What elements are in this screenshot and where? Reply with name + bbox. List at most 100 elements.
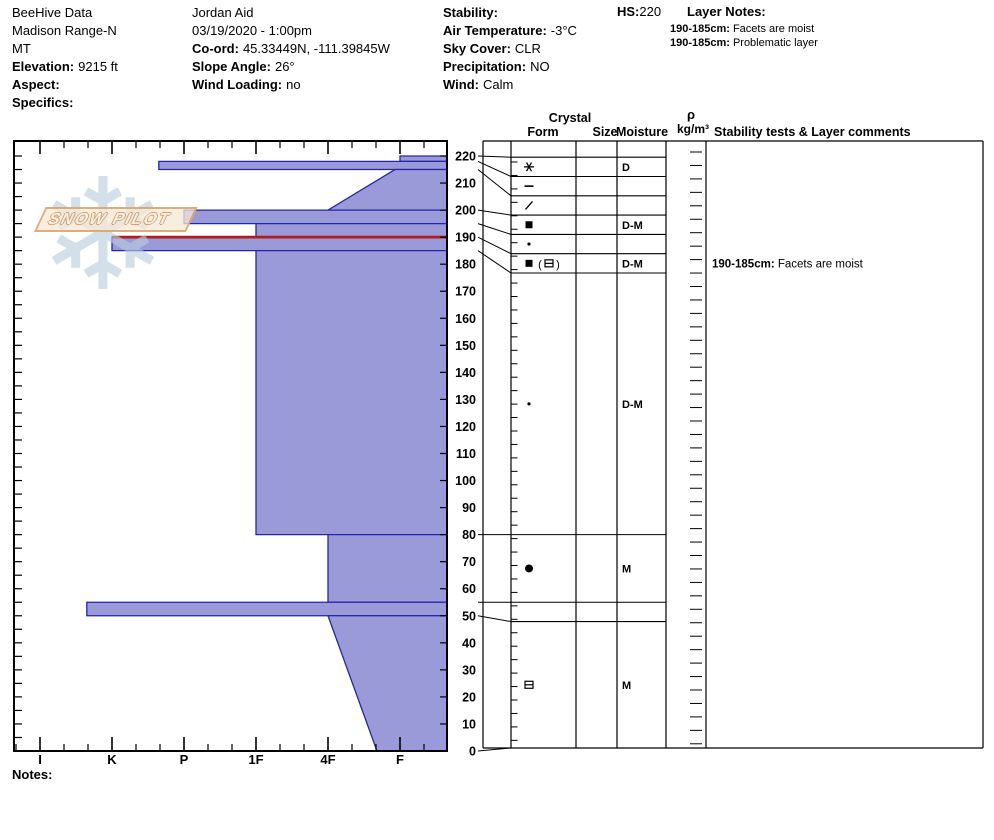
header-field: Wind: Calm (443, 76, 577, 94)
layer-note: 190-185cm: Facets are moist (670, 23, 818, 37)
hs-value: 220 (639, 4, 662, 19)
rounded-grains-dot-icon (527, 242, 531, 246)
layer-bar-80-55cm (327, 533, 448, 603)
depth-axis-label: 200 (455, 204, 476, 218)
size-header: Size (592, 125, 617, 139)
header-field-label: Slope Angle: (192, 59, 271, 74)
header-field-label: Wind Loading: (192, 77, 283, 92)
layer-leader-line (477, 747, 512, 752)
header-field-value: MT (12, 41, 31, 56)
layer-bar-215-200cm (325, 168, 448, 211)
moisture-value: M (622, 680, 631, 692)
form-header: Form (527, 125, 558, 139)
depth-axis-label: 90 (462, 501, 476, 515)
header-field-value: NO (530, 59, 550, 74)
layer-bar-200-195cm (183, 209, 448, 225)
layer-bar-185-80cm (255, 250, 448, 536)
hardness-axis-label: F (396, 752, 404, 767)
header-field: Wind Loading: no (192, 76, 390, 94)
header-field-value: -3°C (550, 23, 577, 38)
header-field-label: Aspect: (12, 77, 60, 92)
paren: ) (556, 259, 560, 271)
depth-axis-label: 10 (462, 717, 476, 731)
layer-comment: 190-185cm: Facets are moist (712, 258, 864, 270)
layer-leader-line (477, 223, 512, 235)
layer-bar-220-218cm (399, 155, 448, 163)
precipitation-particles-star-icon (525, 162, 533, 172)
header-field-value: Calm (482, 77, 514, 92)
layer-leader-line (477, 160, 512, 177)
layer-note-text: Problematic layer (732, 36, 818, 49)
depth-axis-label: 60 (462, 582, 476, 596)
layer-note-depth: 190-185cm: (670, 36, 730, 49)
layer-leader-line (477, 615, 512, 623)
layer-bar-55-50cm (86, 601, 448, 617)
layer-note-text: Facets are moist (732, 23, 815, 35)
layer-leader-line (477, 209, 512, 216)
header-pit-location: BeeHive Data Madison Range-N MT Elevation: 9… (12, 4, 118, 112)
depth-axis-label: 70 (462, 555, 476, 569)
header-field: Sky Cover: CLR (443, 40, 577, 58)
rounded-grains-dot-icon (527, 402, 531, 406)
header-field-value: 9215 ft (78, 59, 118, 74)
header-field-label: Precipitation: (443, 59, 527, 74)
header-field: Precipitation: NO (443, 58, 577, 76)
header-field-value: 26° (274, 59, 295, 74)
header-field-value: BeeHive Data (12, 5, 93, 20)
depth-axis-label: 130 (455, 393, 476, 407)
header-field: BeeHive Data (12, 4, 118, 22)
faceted-crystals-filled-square-icon (525, 259, 533, 267)
hardness-axis-label: 1F (248, 752, 263, 767)
header-observer-info: Jordan Aid 03/19/2020 - 1:00pm Co-ord: 45.3… (192, 4, 390, 94)
density-header: ρ (687, 107, 695, 122)
depth-axis-label: 150 (455, 339, 476, 353)
density-units-header: kg/m³ (677, 122, 709, 136)
depth-axis-label: 40 (462, 636, 476, 650)
layer-leader-line (477, 236, 512, 255)
hs-label: HS: (617, 4, 640, 19)
layer-leader-line (477, 155, 512, 158)
crystal-header: Crystal (549, 111, 591, 125)
header-field-label: Specifics: (12, 95, 74, 110)
depth-axis-label: 180 (455, 258, 476, 272)
header-field: 03/19/2020 - 1:00pm (192, 22, 390, 40)
header-weather-info: Stability: Air Temperature: -3°C Sky Cover:… (443, 4, 577, 94)
layer-leader-line (477, 250, 512, 274)
header-field-value: 45.33449N, -111.39845W (242, 41, 390, 56)
depth-axis-label: 190 (455, 231, 476, 245)
header-field: Air Temperature: -3°C (443, 22, 577, 40)
header-field-value: 03/19/2020 - 1:00pm (192, 23, 312, 38)
header-field-value: CLR (514, 41, 541, 56)
header-field-label: Elevation: (12, 59, 75, 74)
layer-notes-list: 190-185cm: Facets are moist 190-185cm: Prob… (670, 23, 818, 50)
header-field-value: no (286, 77, 301, 92)
depth-axis-label: 110 (456, 447, 476, 461)
depth-axis-label: 210 (455, 177, 476, 191)
hardness-axis-label: 4F (320, 752, 335, 767)
melt-forms-filled-circle-icon (525, 564, 533, 573)
header-field: Madison Range-N (12, 22, 118, 40)
faceted-crystals-filled-square-icon (525, 221, 533, 229)
header-field-value: Madison Range-N (12, 23, 117, 38)
header-field: Specifics: (12, 94, 118, 112)
header-field: Elevation: 9215 ft (12, 58, 118, 76)
comments-header: Stability tests & Layer comments (714, 125, 911, 139)
moisture-value: D-M (622, 258, 643, 270)
moisture-value: D-M (622, 220, 643, 232)
hardness-axis-label: K (107, 752, 117, 767)
hardness-axis-label: I (38, 752, 42, 767)
moisture-header: Moisture (616, 125, 668, 139)
depth-axis-label: 20 (462, 690, 476, 704)
header-field: MT (12, 40, 118, 58)
depth-axis-label: 140 (455, 366, 476, 380)
depth-axis-label: 100 (455, 474, 476, 488)
depth-axis-label: 120 (455, 420, 476, 434)
notes-label: Notes: (12, 767, 53, 782)
depth-axis-label: 170 (455, 285, 476, 299)
paren: ( (538, 259, 542, 271)
total-snow-height: HS:220 (617, 4, 661, 19)
moisture-value: M (622, 563, 631, 575)
layer-notes-title: Layer Notes: (687, 4, 766, 19)
header-field-label: Sky Cover: (443, 41, 511, 56)
